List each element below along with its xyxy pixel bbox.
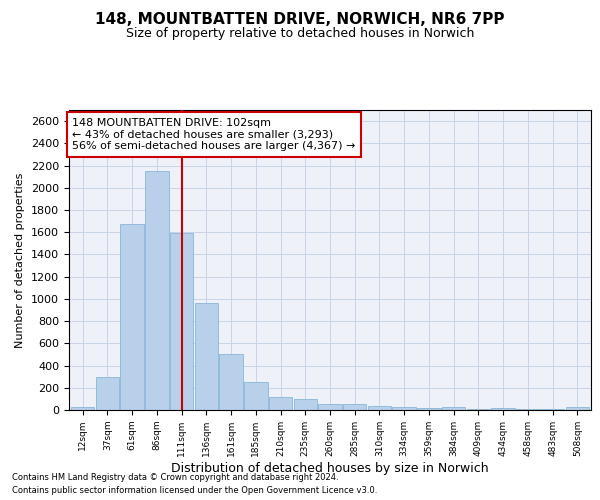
X-axis label: Distribution of detached houses by size in Norwich: Distribution of detached houses by size …: [171, 462, 489, 474]
Bar: [71, 407, 94, 410]
Bar: [219, 354, 243, 410]
Bar: [343, 404, 367, 410]
Bar: [170, 234, 193, 410]
Bar: [293, 399, 317, 410]
Text: 148, MOUNTBATTEN DRIVE, NORWICH, NR6 7PP: 148, MOUNTBATTEN DRIVE, NORWICH, NR6 7PP: [95, 12, 505, 28]
Bar: [417, 408, 441, 410]
Bar: [566, 407, 589, 410]
Y-axis label: Number of detached properties: Number of detached properties: [16, 172, 25, 348]
Bar: [491, 408, 515, 410]
Bar: [392, 407, 416, 410]
Bar: [368, 406, 391, 410]
Text: Contains HM Land Registry data © Crown copyright and database right 2024.: Contains HM Land Registry data © Crown c…: [12, 474, 338, 482]
Bar: [318, 404, 342, 410]
Bar: [467, 409, 490, 410]
Text: Contains public sector information licensed under the Open Government Licence v3: Contains public sector information licen…: [12, 486, 377, 495]
Bar: [95, 376, 119, 410]
Text: Size of property relative to detached houses in Norwich: Size of property relative to detached ho…: [126, 28, 474, 40]
Text: 148 MOUNTBATTEN DRIVE: 102sqm
← 43% of detached houses are smaller (3,293)
56% o: 148 MOUNTBATTEN DRIVE: 102sqm ← 43% of d…: [72, 118, 356, 151]
Bar: [244, 382, 268, 410]
Bar: [442, 406, 466, 410]
Bar: [269, 396, 292, 410]
Bar: [194, 304, 218, 410]
Bar: [145, 171, 169, 410]
Bar: [121, 224, 144, 410]
